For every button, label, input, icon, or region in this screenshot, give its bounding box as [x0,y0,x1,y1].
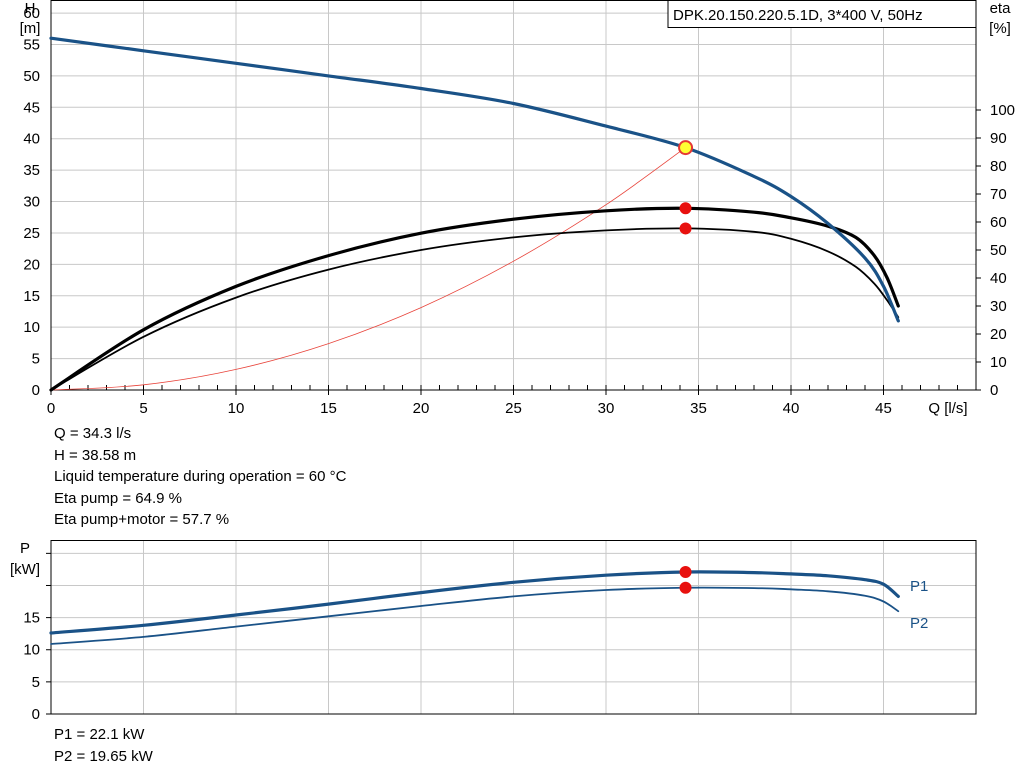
y-left-tick-label: 60 [23,5,40,22]
y-right-tick-label: 80 [990,158,1007,175]
power-chart: 0 5 10 15 P1 P2 P [kW] [10,540,977,720]
y-right-tick-label: 90 [990,130,1007,147]
y-left-tick-label: 0 [32,382,40,399]
info-p2: P2 = 19.65 kW [54,747,153,765]
y-right-tick-label: 100 [990,102,1015,119]
p2-power-line [50,586,900,645]
y-right-tick-label: 30 [990,298,1007,315]
chart2-series: P1 P2 [49,570,928,645]
x-tick-label: 30 [598,400,615,417]
p1-power-line [49,570,900,635]
eta-pump-line [49,206,900,392]
x-tick-label: 25 [505,400,522,417]
chart1-ticks: 0510152025303540455055600102030405060708… [23,5,1015,417]
y-left-tick-label: 50 [23,68,40,85]
operating-point-eta [679,202,692,215]
y-left-tick-label: 10 [23,319,40,336]
y-right-tick-label: 50 [990,242,1007,259]
info-eta-pump: Eta pump = 64.9 % [54,489,182,507]
y-left-tick-label: 5 [32,351,40,368]
y-right-tick-label: 40 [990,270,1007,287]
x-tick-label: 5 [139,400,147,417]
eta-pump-motor-line [50,227,900,391]
chart1-operating-points [678,140,694,235]
power-info: P1 = 22.1 kW P2 = 19.65 kW [54,724,153,767]
p2-series-label: P2 [910,615,928,632]
power-tick-label: 0 [32,706,40,720]
x-tick-label: 40 [783,400,800,417]
y-left-tick-label: 25 [23,225,40,242]
chart2-operating-points [679,565,692,594]
x-axis-label: Q [l/s] [928,400,967,417]
x-tick-label: 45 [875,400,892,417]
operating-point-eta [679,222,692,235]
chart2-ticks: 0 5 10 15 [23,552,51,720]
y-right-axis-label-eta: eta [990,0,1012,17]
info-flow: Q = 34.3 l/s [54,425,132,442]
x-tick-label: 20 [413,400,430,417]
operating-point-p2 [679,581,692,594]
y-right-tick-label: 70 [990,186,1007,203]
y-left-tick-label: 15 [23,288,40,305]
model-title: DPK.20.150.220.5.1D, 3*400 V, 50Hz [673,7,923,24]
operating-point-head [678,140,694,156]
y-left-tick-label: 20 [23,256,40,273]
y-right-tick-label: 20 [990,326,1007,343]
chart2-plot-frame [50,540,977,715]
y-left-tick-label: 30 [23,194,40,211]
power-axis-label-p: P [20,540,30,557]
operating-point-p1 [679,565,692,578]
x-tick-label: 0 [47,400,55,417]
info-eta-pump-motor: Eta pump+motor = 57.7 % [54,511,230,528]
chart1-grid [51,0,976,390]
operating-point-info: Q = 34.3 l/s H = 38.58 m Liquid temperat… [54,423,346,531]
y-left-tick-label: 40 [23,131,40,148]
model-title-box [667,0,977,28]
power-tick-label: 10 [23,642,40,659]
chart1-series [49,36,900,392]
x-tick-label: 10 [228,400,245,417]
x-tick-label: 15 [320,400,337,417]
y-right-tick-label: 10 [990,354,1007,371]
y-left-tick-label: 45 [23,99,40,116]
x-tick-label: 35 [690,400,707,417]
power-axis-label-unit: [kW] [10,561,40,578]
p1-series-label: P1 [910,578,928,595]
y-left-tick-label: 55 [23,36,40,53]
y-left-axis-label-unit: [m] [20,20,41,37]
y-left-tick-label: 35 [23,162,40,179]
head-curve-line [49,36,900,323]
info-p1: P1 = 22.1 kW [54,726,145,743]
chart2-grid [51,540,976,714]
power-tick-label: 15 [23,610,40,627]
y-right-axis-label-unit: [%] [989,20,1011,37]
info-head: H = 38.58 m [54,446,137,464]
pump-performance-chart: 0510152025303540455055600102030405060708… [20,0,1015,417]
system-curve-line [50,147,686,391]
y-right-tick-label: 60 [990,214,1007,231]
power-tick-label: 5 [32,674,40,691]
y-right-tick-label: 0 [990,382,998,399]
y-left-axis-label-h: H [25,0,36,17]
info-liquid-temperature: Liquid temperature during operation = 60… [54,468,347,485]
